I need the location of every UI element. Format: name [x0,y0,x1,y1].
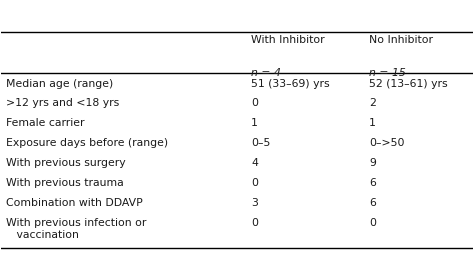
Text: 4: 4 [251,158,258,168]
Text: 0–5: 0–5 [251,138,271,148]
Text: With Inhibitor: With Inhibitor [251,35,325,45]
Text: Exposure days before (range): Exposure days before (range) [6,138,168,148]
Text: 1: 1 [369,118,376,128]
Text: 2: 2 [369,99,376,108]
Text: 0: 0 [251,99,258,108]
Text: 9: 9 [369,158,376,168]
Text: 0: 0 [251,218,258,228]
Text: 52 (13–61) yrs: 52 (13–61) yrs [369,79,447,89]
Text: Female carrier: Female carrier [6,118,84,128]
Text: With previous infection or
   vaccination: With previous infection or vaccination [6,218,146,240]
Text: n = 15: n = 15 [369,68,406,78]
Text: >12 yrs and <18 yrs: >12 yrs and <18 yrs [6,99,119,108]
Text: 51 (33–69) yrs: 51 (33–69) yrs [251,79,330,89]
Text: 6: 6 [369,198,376,208]
Text: n = 4: n = 4 [251,68,281,78]
Text: 0: 0 [369,218,376,228]
Text: 6: 6 [369,178,376,188]
Text: 0–>50: 0–>50 [369,138,404,148]
Text: With previous trauma: With previous trauma [6,178,124,188]
Text: Median age (range): Median age (range) [6,79,113,89]
Text: 3: 3 [251,198,258,208]
Text: No Inhibitor: No Inhibitor [369,35,433,45]
Text: 0: 0 [251,178,258,188]
Text: Combination with DDAVP: Combination with DDAVP [6,198,143,208]
Text: With previous surgery: With previous surgery [6,158,126,168]
Text: 1: 1 [251,118,258,128]
